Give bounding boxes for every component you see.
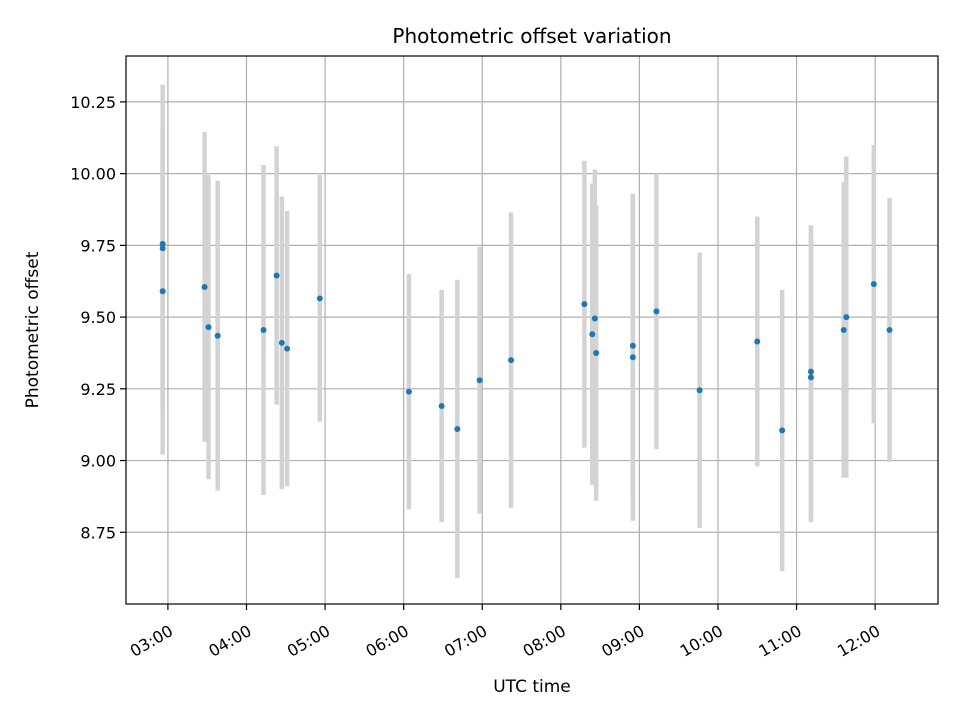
data-point: [316, 295, 323, 302]
data-point: [159, 245, 166, 252]
data-point: [886, 327, 893, 333]
data-point: [438, 403, 445, 410]
data-point: [214, 332, 221, 339]
data-point: [807, 368, 814, 375]
x-tick-label: 12:00: [834, 621, 883, 661]
plot-frame: [125, 55, 939, 605]
y-axis-label: Photometric offset: [23, 251, 43, 408]
x-tick-label: 10:00: [677, 621, 726, 661]
y-tick-label: 10.00: [70, 165, 116, 184]
data-point: [629, 342, 636, 349]
data-point: [278, 339, 285, 346]
data-point: [159, 288, 166, 295]
grid: [126, 56, 938, 604]
data-point: [405, 388, 412, 395]
y-axis-ticks: 8.75 9.00 9.25 9.50 9.75 10.00 10.25: [70, 93, 126, 542]
data-point: [454, 425, 461, 432]
data-point: [476, 377, 483, 384]
x-tick-label: 05:00: [284, 621, 333, 661]
x-tick-label: 09:00: [598, 621, 647, 661]
data-point: [843, 314, 850, 321]
x-tick-label: 03:00: [127, 621, 176, 661]
x-axis-label: UTC time: [493, 677, 571, 697]
x-tick-label: 11:00: [755, 621, 804, 661]
data-point: [807, 374, 814, 381]
x-tick-label: 06:00: [362, 621, 411, 661]
data-point: [508, 357, 515, 364]
data-point: [260, 327, 267, 333]
y-tick-label: 9.75: [80, 236, 116, 255]
data-point: [205, 324, 212, 331]
data-point: [870, 281, 877, 288]
data-point: [779, 427, 786, 434]
x-axis-ticks: 03:00 04:00 05:00 06:00 07:00 08:00 09:00 10:00…: [127, 604, 883, 661]
data-point: [581, 301, 588, 308]
data-point: [591, 315, 598, 322]
data-point: [284, 345, 291, 352]
data-point: [754, 338, 761, 345]
data-point: [589, 331, 596, 338]
data-point: [273, 272, 280, 279]
data-point: [653, 308, 660, 315]
data-point: [201, 283, 208, 290]
data-point: [593, 349, 600, 356]
data-point: [696, 387, 703, 394]
x-tick-label: 08:00: [520, 621, 569, 661]
data-point: [629, 354, 636, 361]
error-bars: [160, 84, 892, 579]
x-tick-label: 04:00: [205, 621, 254, 661]
y-tick-label: 9.00: [80, 452, 116, 471]
y-tick-label: 9.50: [80, 308, 116, 327]
y-tick-label: 8.75: [80, 523, 116, 542]
chart-title: Photometric offset variation: [392, 24, 671, 48]
y-tick-label: 10.25: [70, 93, 116, 112]
data-point: [159, 240, 166, 247]
y-tick-label: 9.25: [80, 380, 116, 399]
data-point: [840, 327, 847, 333]
data-points: [159, 240, 893, 434]
x-tick-label: 07:00: [441, 621, 490, 661]
